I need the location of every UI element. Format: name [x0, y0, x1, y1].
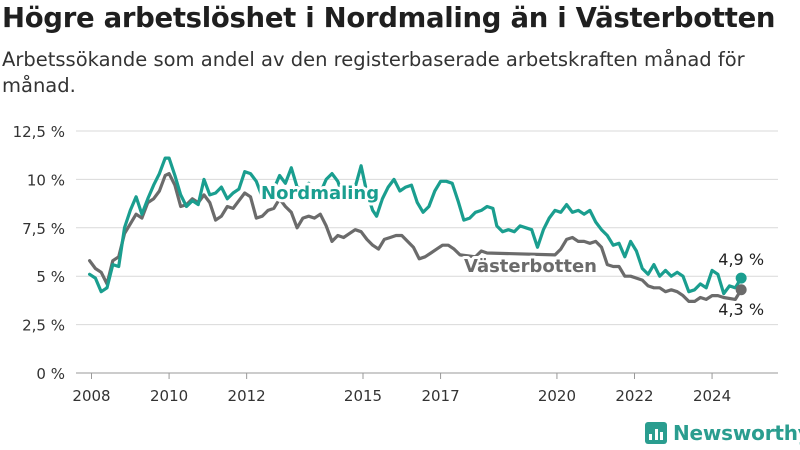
x-tick-label: 2020 [538, 387, 576, 405]
x-tick-label: 2015 [344, 387, 382, 405]
y-tick-label: 2,5 % [22, 317, 65, 335]
series-label-nordmaling-halo: Nordmaling [261, 183, 379, 204]
y-tick-label: 10 % [27, 171, 65, 189]
chart-subtitle: Arbetssökande som andel av den registerb… [2, 48, 745, 97]
chart-title: Högre arbetslöshet i Nordmaling än i Väs… [2, 2, 776, 34]
y-tick-label: 0 % [36, 365, 65, 383]
x-tick-label: 2012 [228, 387, 266, 405]
newsworthy-logo-icon [645, 422, 667, 444]
series-line-nordmaling [88, 156, 743, 296]
y-tick-label: 12,5 % [13, 123, 65, 141]
x-tick-label: 2010 [150, 387, 188, 405]
series-label-nordmaling: Nordmaling [261, 183, 379, 204]
brand-logo: Newsworthy [645, 419, 800, 447]
x-tick-label: 2022 [615, 387, 653, 405]
end-marker-västerbotten [735, 284, 747, 296]
brand-name: Newsworthy [673, 421, 800, 445]
x-tick-label: 2008 [72, 387, 110, 405]
series-label-vasterbotten: Västerbotten [464, 256, 597, 277]
y-tick-label: 7,5 % [22, 220, 65, 238]
series-label-vasterbotten-halo: Västerbotten [464, 256, 597, 277]
end-value-label: 4,3 % [718, 300, 764, 319]
end-value-label: 4,9 % [718, 250, 764, 269]
series-line-västerbotten [88, 172, 743, 303]
y-tick-label: 5 % [36, 268, 65, 286]
x-tick-label: 2024 [693, 387, 731, 405]
end-marker-nordmaling [735, 272, 747, 284]
x-tick-label: 2017 [421, 387, 459, 405]
